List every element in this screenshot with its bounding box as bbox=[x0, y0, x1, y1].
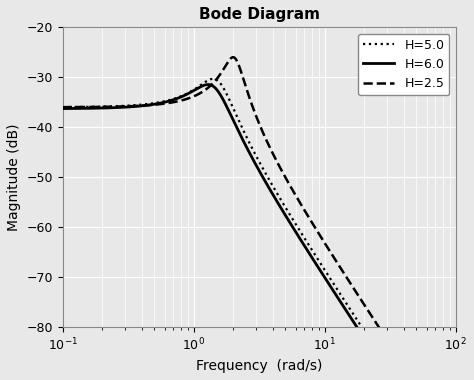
H=2.5 bbox=[228, 56, 233, 61]
H=6.0 bbox=[128, 105, 134, 109]
Line: H=6.0: H=6.0 bbox=[63, 84, 456, 380]
H=6.0 bbox=[211, 84, 217, 89]
H=5.0 bbox=[210, 77, 216, 81]
H=5.0 bbox=[105, 104, 110, 109]
H=6.0 bbox=[228, 112, 233, 117]
Line: H=5.0: H=5.0 bbox=[63, 79, 456, 380]
H=5.0 bbox=[60, 105, 65, 109]
Legend: H=5.0, H=6.0, H=2.5: H=5.0, H=6.0, H=2.5 bbox=[358, 33, 449, 95]
H=2.5 bbox=[128, 104, 134, 108]
H=2.5 bbox=[230, 55, 236, 60]
H=5.0 bbox=[211, 77, 217, 81]
H=2.5 bbox=[210, 81, 216, 85]
Line: H=2.5: H=2.5 bbox=[63, 57, 456, 380]
H=2.5 bbox=[403, 366, 409, 371]
Title: Bode Diagram: Bode Diagram bbox=[199, 7, 320, 22]
H=6.0 bbox=[205, 82, 211, 87]
H=5.0 bbox=[228, 100, 233, 104]
H=6.0 bbox=[105, 106, 110, 110]
H=5.0 bbox=[128, 103, 134, 108]
Y-axis label: Magnitude (dB): Magnitude (dB) bbox=[7, 124, 21, 231]
H=6.0 bbox=[60, 106, 65, 111]
H=2.5 bbox=[105, 105, 110, 109]
H=2.5 bbox=[60, 105, 65, 109]
X-axis label: Frequency  (rad/s): Frequency (rad/s) bbox=[196, 359, 322, 373]
